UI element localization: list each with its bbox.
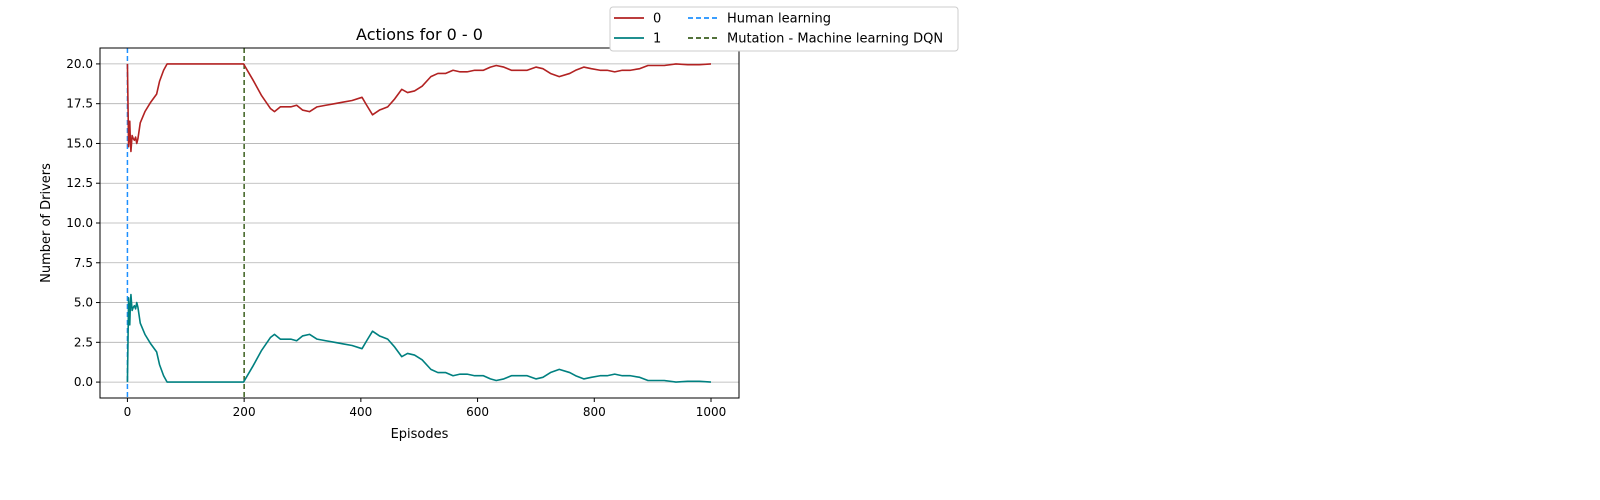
y-tick-label: 0.0 [74,375,93,389]
legend-label: Human learning [727,12,831,27]
legend: 0 1 Human learning Mutation - Machine learn… [609,6,959,52]
x-tick-label: 800 [583,405,606,419]
x-tick-label: 1000 [696,405,727,419]
chart-title: Actions for 0 - 0 [356,25,483,44]
y-tick-label: 15.0 [66,136,93,150]
legend-label: 0 [653,12,661,27]
y-tick-label: 7.5 [74,256,93,270]
x-tick-label: 0 [124,405,132,419]
y-tick-label: 20.0 [66,57,93,71]
y-tick-label: 2.5 [74,335,93,349]
legend-label: 1 [653,32,661,47]
x-axis-label: Episodes [391,427,449,442]
ticks: 0.0 2.5 5.0 7.5 10.0 12.5 15.0 17.5 20.0 0 200 400 6… [66,57,726,419]
x-tick-label: 200 [233,405,256,419]
series-lines [126,63,712,383]
legend-label: Mutation - Machine learning DQN [727,32,943,47]
y-tick-label: 10.0 [66,216,93,230]
y-axis-label: Number of Drivers [39,163,54,283]
series-line-1 [126,293,712,383]
x-tick-label: 600 [466,405,489,419]
x-tick-label: 400 [349,405,372,419]
y-tick-label: 17.5 [66,97,93,111]
y-tick-label: 12.5 [66,176,93,190]
y-tick-label: 5.0 [74,296,93,310]
series-line-0 [126,63,712,153]
grid-lines [100,63,739,383]
